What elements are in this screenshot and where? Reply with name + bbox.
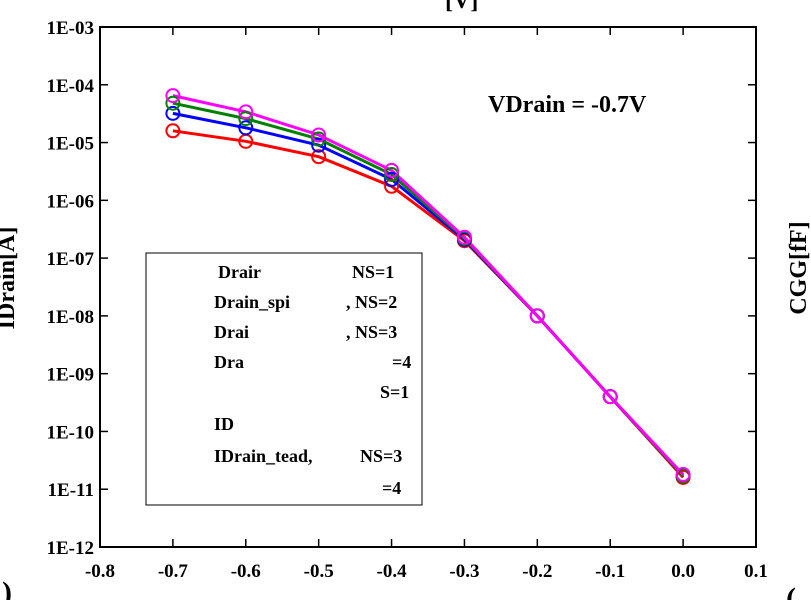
top-partial-label: [V] [445,0,478,14]
series-point [311,127,327,143]
x-tick-label: -0.6 [231,561,261,582]
series-point [456,229,472,245]
series-point [311,137,327,153]
series-point [384,166,400,182]
y-tick-label: 1E-09 [47,365,95,386]
x-tick-label: -0.4 [377,561,408,582]
series-point [238,120,254,136]
y-axis-ticks: 1E-12 1E-11 1E-10 1E-09 1E-08 1E-07 1E-06 1E-05… [47,18,756,559]
corner-mark-right: ( [786,582,796,600]
legend-entry-7b: NS=3 [360,446,402,466]
y-axis-title: IDrain[A] [0,227,20,330]
x-tick-label: -0.1 [595,561,625,582]
legend-entry-7a: IDrain_tead, [214,446,313,466]
chart-annotation: VDrain = -0.7V [488,92,647,118]
y-tick-label: 1E-08 [47,307,95,328]
x-tick-label: -0.3 [449,561,479,582]
y-tick-label: 1E-03 [47,18,95,39]
y-tick-label: 1E-12 [47,538,95,559]
series-point [238,111,254,127]
y-tick-label: 1E-11 [48,480,94,501]
x-tick-label: 0.0 [671,561,695,582]
series-point [384,178,400,194]
series-point [384,171,400,187]
right-axis-title: CGG[fF] [786,221,811,314]
x-tick-label: -0.7 [158,561,189,582]
series-point [384,162,400,178]
series-group [165,88,691,485]
legend-entry-6: ID [214,414,234,434]
legend-entry-1a: Drair [218,262,261,282]
series-point [165,123,181,139]
legend-entry-5: S=1 [380,382,409,402]
x-tick-label: 0.1 [744,561,768,582]
series-point [675,466,691,482]
series-point [529,308,545,324]
series-point [602,389,618,405]
series-point [165,95,181,111]
legend-entry-4a: Dra [214,352,244,372]
legend-entry-4b: =4 [392,352,411,372]
x-tick-label: -0.5 [304,561,334,582]
legend-mask-line-1 [147,254,175,300]
y-tick-label: 1E-10 [47,422,95,443]
plot-area [99,26,757,548]
series-line [172,94,685,476]
legend-entry-2b: , NS=2 [346,292,397,312]
y-tick-label: 1E-05 [47,134,95,155]
legend-entry-3b: , NS=3 [346,322,397,342]
plot-frame [99,26,757,548]
series-point [238,104,254,120]
series-point [165,105,181,121]
x-axis-ticks: -0.8 -0.7 -0.6 -0.5 -0.4 -0.3 -0.2 -0.1 0.0 0.1 [85,27,768,582]
legend-entry-8: =4 [382,478,401,498]
series-point [311,149,327,165]
legend-entry-2a: Drain_spi [214,292,290,312]
legend-entry-1b: NS=1 [352,262,394,282]
y-tick-label: 1E-04 [47,76,95,97]
y-tick-label: 1E-06 [47,191,95,212]
x-tick-label: -0.2 [522,561,552,582]
series-point [311,131,327,147]
corner-mark-left: ) [2,576,12,600]
x-tick-label: -0.8 [85,561,115,582]
legend-entry-3a: Drai [214,322,249,342]
legend: Drair NS=1 Drain_spi , NS=2 Drai , NS=3 … [145,252,423,506]
series-point [165,88,181,104]
y-tick-label: 1E-07 [47,249,95,270]
legend-box [145,252,423,506]
